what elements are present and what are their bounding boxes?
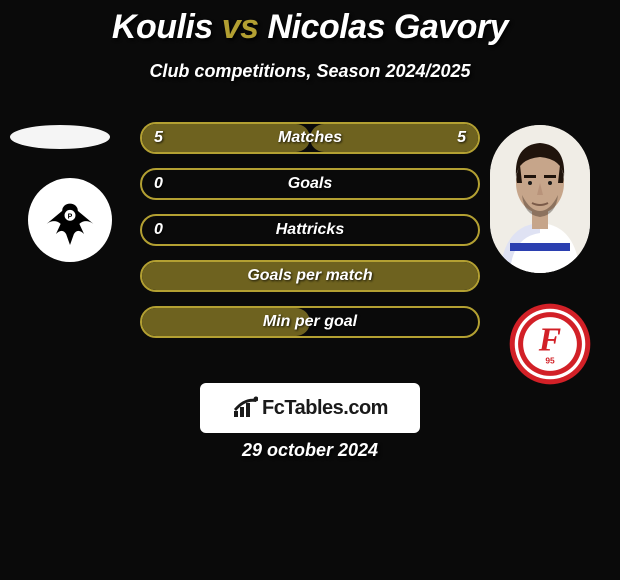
player-left-avatar — [10, 125, 110, 149]
comparison-card: Koulis vs Nicolas Gavory Club competitio… — [0, 0, 620, 580]
subtitle: Club competitions, Season 2024/2025 — [0, 61, 620, 82]
stat-label: Goals — [142, 175, 478, 193]
stat-label: Goals per match — [142, 267, 478, 285]
stat-label: Min per goal — [142, 313, 478, 331]
player-portrait-icon — [490, 125, 590, 273]
svg-text:P: P — [68, 213, 73, 220]
date-label: 29 october 2024 — [0, 440, 620, 461]
stat-row: 0Hattricks — [140, 214, 480, 246]
title-vs: vs — [222, 8, 259, 46]
watermark-text: FcTables.com — [262, 397, 388, 420]
stat-row: Goals per match — [140, 260, 480, 292]
club-right-letter: F — [538, 322, 561, 359]
player-right-avatar — [490, 125, 590, 273]
club-right-subtext: 95 — [545, 355, 555, 365]
fctables-logo-icon — [232, 395, 258, 421]
stat-label: Hattricks — [142, 221, 478, 239]
page-title: Koulis vs Nicolas Gavory — [0, 0, 620, 47]
stat-row: Min per goal — [140, 306, 480, 338]
club-right-badge: F 95 — [500, 302, 600, 386]
title-left-name: Koulis — [112, 8, 213, 46]
title-right-name: Nicolas Gavory — [268, 8, 509, 46]
eagle-badge-icon: P — [31, 181, 109, 259]
club-left-badge: P — [28, 178, 112, 262]
stat-label: Matches — [142, 129, 478, 147]
stat-row: 0Goals — [140, 168, 480, 200]
stat-right-value: 5 — [446, 129, 466, 147]
watermark: FcTables.com — [200, 383, 420, 433]
fortuna-badge-icon: F 95 — [508, 302, 592, 386]
stat-row: 5Matches5 — [140, 122, 480, 154]
stats-container: 5Matches5 0Goals 0Hattricks Goals per match… — [140, 122, 480, 352]
